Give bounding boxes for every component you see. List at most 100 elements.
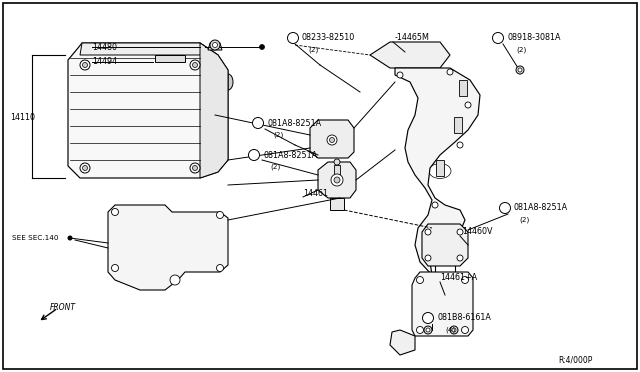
Ellipse shape [189, 244, 200, 253]
Circle shape [111, 208, 118, 215]
Ellipse shape [159, 244, 170, 253]
Text: 081A8-8251A: 081A8-8251A [514, 203, 568, 212]
Polygon shape [310, 120, 354, 158]
Circle shape [465, 102, 471, 108]
Circle shape [216, 212, 223, 218]
Polygon shape [454, 117, 462, 133]
Circle shape [447, 69, 453, 75]
Text: S: S [291, 35, 295, 41]
Ellipse shape [126, 240, 144, 256]
Polygon shape [334, 165, 340, 175]
Circle shape [450, 326, 458, 334]
Text: SEE SEC.140: SEE SEC.140 [12, 235, 58, 241]
Ellipse shape [186, 240, 204, 256]
Text: 14460V: 14460V [462, 228, 493, 237]
Circle shape [461, 276, 468, 283]
Ellipse shape [129, 218, 141, 227]
Polygon shape [208, 43, 222, 50]
Circle shape [417, 276, 424, 283]
Ellipse shape [431, 234, 459, 256]
Ellipse shape [403, 50, 428, 60]
Circle shape [83, 62, 88, 67]
Circle shape [193, 62, 198, 67]
Text: 081A8-8251A: 081A8-8251A [267, 119, 321, 128]
Circle shape [83, 166, 88, 170]
Ellipse shape [436, 238, 454, 251]
Circle shape [111, 264, 118, 272]
Text: B: B [426, 315, 431, 321]
Text: B: B [255, 121, 260, 125]
Polygon shape [412, 272, 473, 336]
Circle shape [330, 138, 335, 142]
Text: 08233-82510: 08233-82510 [302, 33, 355, 42]
Circle shape [210, 40, 220, 50]
Circle shape [457, 229, 463, 235]
Text: N: N [495, 35, 500, 41]
Text: (2): (2) [516, 47, 526, 53]
Polygon shape [318, 162, 356, 198]
Text: 14461: 14461 [303, 189, 328, 198]
Text: 081A8-8251A: 081A8-8251A [263, 151, 317, 160]
Circle shape [170, 275, 180, 285]
Circle shape [516, 66, 524, 74]
Text: (4): (4) [445, 327, 455, 333]
Circle shape [499, 202, 511, 214]
Polygon shape [80, 43, 218, 55]
Polygon shape [370, 42, 450, 68]
Circle shape [212, 42, 218, 48]
Circle shape [331, 174, 343, 186]
Circle shape [248, 150, 259, 160]
Polygon shape [422, 224, 468, 266]
Circle shape [216, 264, 223, 272]
Circle shape [259, 45, 264, 49]
Circle shape [426, 328, 430, 332]
Circle shape [80, 60, 90, 70]
Circle shape [190, 60, 200, 70]
Circle shape [493, 32, 504, 44]
Circle shape [518, 68, 522, 72]
Ellipse shape [189, 218, 200, 227]
Circle shape [457, 255, 463, 261]
Circle shape [287, 32, 298, 44]
Text: B: B [252, 153, 257, 157]
Circle shape [457, 142, 463, 148]
Circle shape [461, 327, 468, 334]
Text: (2): (2) [519, 217, 529, 223]
Text: FRONT: FRONT [50, 302, 76, 311]
Text: (2): (2) [273, 132, 284, 138]
Circle shape [397, 72, 403, 78]
Circle shape [190, 163, 200, 173]
Circle shape [425, 255, 431, 261]
Text: 14480: 14480 [92, 42, 117, 51]
Text: 14110: 14110 [10, 112, 35, 122]
Polygon shape [390, 330, 415, 355]
Circle shape [425, 229, 431, 235]
Circle shape [334, 177, 340, 183]
Polygon shape [155, 55, 185, 62]
Text: (2): (2) [270, 164, 280, 170]
Circle shape [432, 202, 438, 208]
Circle shape [417, 327, 424, 334]
Circle shape [80, 163, 90, 173]
Text: 14461+A: 14461+A [440, 273, 477, 282]
Ellipse shape [159, 218, 170, 227]
Text: 081B8-6161A: 081B8-6161A [437, 314, 491, 323]
Text: B: B [502, 205, 508, 211]
Polygon shape [200, 43, 228, 178]
Ellipse shape [126, 214, 144, 230]
Circle shape [193, 166, 198, 170]
Circle shape [253, 118, 264, 128]
Circle shape [327, 135, 337, 145]
Text: 08918-3081A: 08918-3081A [507, 33, 561, 42]
Polygon shape [68, 43, 228, 178]
Ellipse shape [186, 214, 204, 230]
Polygon shape [436, 160, 444, 176]
Circle shape [422, 312, 433, 324]
Ellipse shape [209, 96, 227, 124]
Polygon shape [459, 80, 467, 96]
Polygon shape [108, 205, 228, 290]
Ellipse shape [223, 74, 233, 90]
Ellipse shape [156, 240, 174, 256]
Text: -14465M: -14465M [395, 33, 430, 42]
Polygon shape [330, 198, 344, 210]
